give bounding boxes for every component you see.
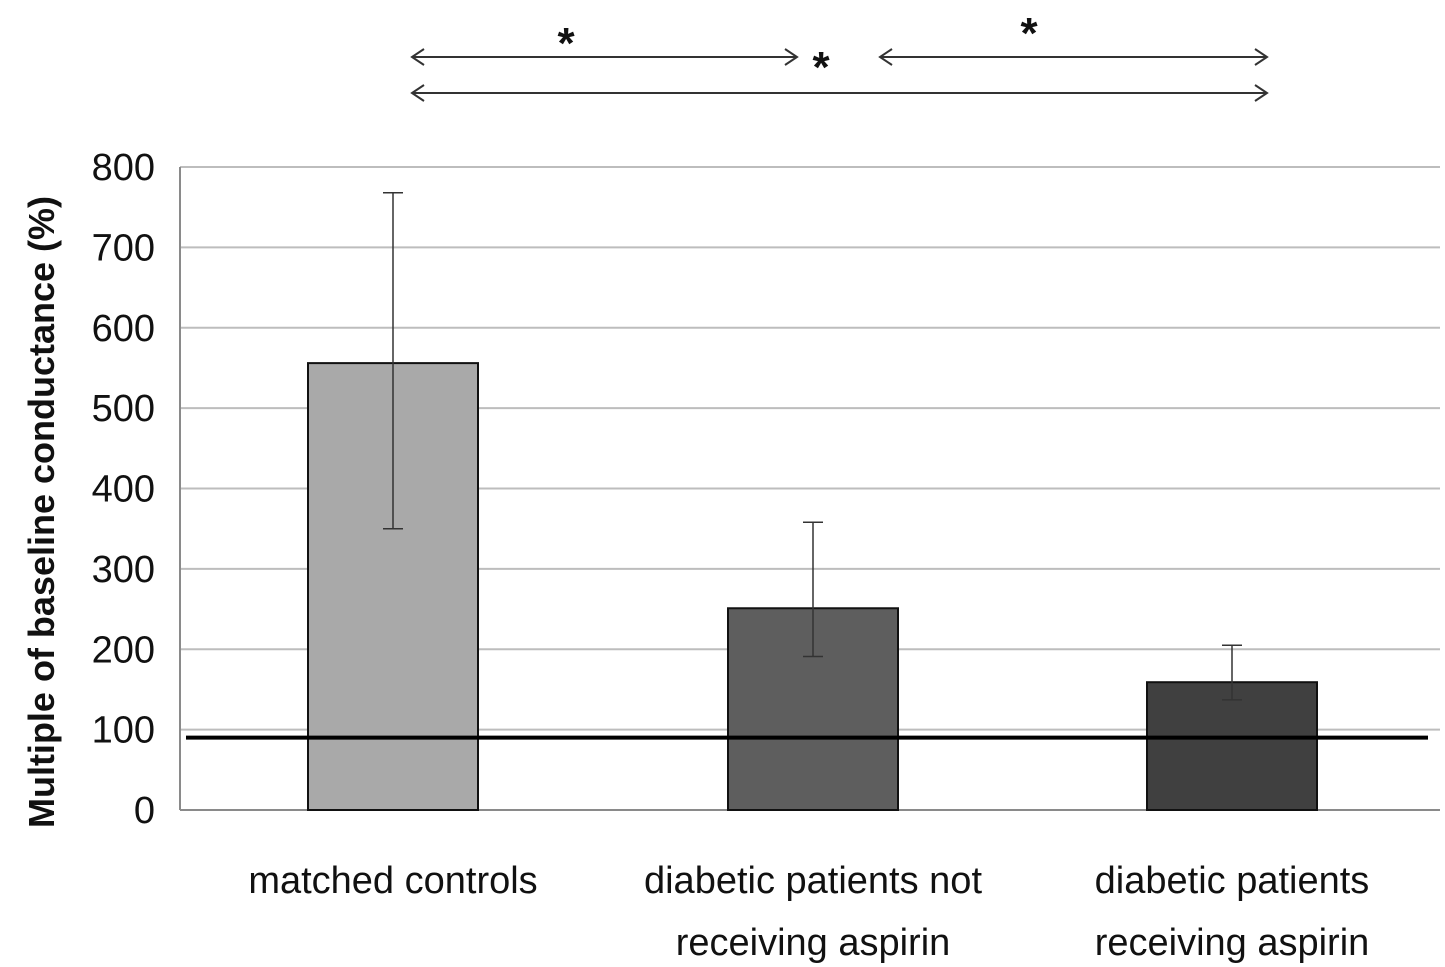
error-bars <box>383 191 1242 701</box>
significance-annotations: * * * <box>410 9 1269 102</box>
significance-star: * <box>557 19 575 68</box>
bar <box>1146 681 1318 811</box>
arrowhead-right <box>1254 48 1269 66</box>
y-tick-label: 0 <box>134 790 155 832</box>
y-tick-label: 100 <box>92 710 155 752</box>
arrowhead-right <box>1254 84 1269 102</box>
x-category-label: matched controls <box>248 860 537 902</box>
y-tick-label: 800 <box>92 147 155 189</box>
arrowhead-right <box>784 48 799 66</box>
x-category-labels: matched controls diabetic patients not rec… <box>248 860 1369 964</box>
x-category-label: diabetic patients not <box>644 860 982 902</box>
arrowhead-left <box>410 48 425 66</box>
y-axis-label: Multiple of baseline conductance (%) <box>21 196 62 828</box>
y-tick-label: 600 <box>92 308 155 350</box>
arrowhead-left <box>410 84 425 102</box>
y-tick-label: 700 <box>92 227 155 269</box>
x-category-label: diabetic patients <box>1095 860 1370 902</box>
y-tick-label: 200 <box>92 629 155 671</box>
x-category-label: receiving aspirin <box>676 922 951 964</box>
y-tick-labels: 0 100 200 300 400 500 600 700 800 <box>92 147 155 832</box>
y-tick-label: 300 <box>92 549 155 591</box>
x-category-label: receiving aspirin <box>1095 922 1370 964</box>
y-tick-label: 400 <box>92 469 155 511</box>
arrowhead-left <box>878 48 893 66</box>
y-tick-label: 500 <box>92 388 155 430</box>
significance-star: * <box>812 43 830 92</box>
significance-star: * <box>1020 9 1038 58</box>
